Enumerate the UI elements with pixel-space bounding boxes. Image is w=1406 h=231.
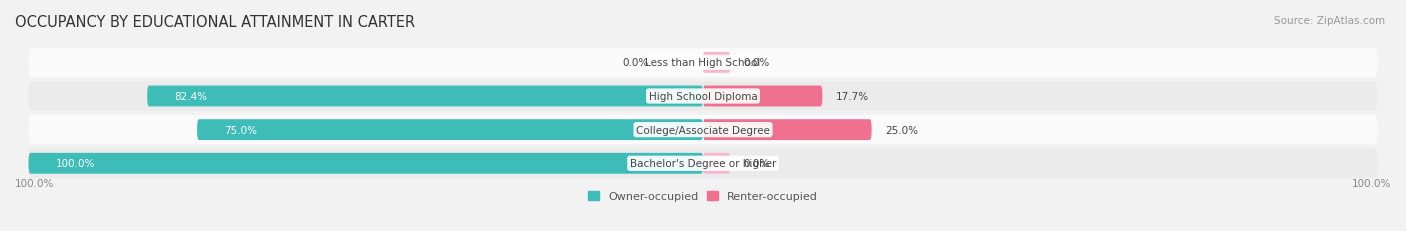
Text: 0.0%: 0.0% [623,58,650,68]
Text: OCCUPANCY BY EDUCATIONAL ATTAINMENT IN CARTER: OCCUPANCY BY EDUCATIONAL ATTAINMENT IN C… [15,15,415,30]
Text: 100.0%: 100.0% [1351,178,1391,188]
Text: 0.0%: 0.0% [744,58,769,68]
Text: Bachelor's Degree or higher: Bachelor's Degree or higher [630,159,776,169]
Text: College/Associate Degree: College/Associate Degree [636,125,770,135]
Text: 82.4%: 82.4% [174,92,207,102]
FancyBboxPatch shape [28,153,703,174]
FancyBboxPatch shape [28,82,1378,111]
Text: Less than High School: Less than High School [645,58,761,68]
Legend: Owner-occupied, Renter-occupied: Owner-occupied, Renter-occupied [588,191,818,201]
FancyBboxPatch shape [703,53,730,73]
FancyBboxPatch shape [703,153,730,174]
Text: 17.7%: 17.7% [837,92,869,102]
FancyBboxPatch shape [28,149,1378,178]
FancyBboxPatch shape [28,48,1378,78]
Text: 100.0%: 100.0% [55,159,94,169]
Text: 0.0%: 0.0% [744,159,769,169]
FancyBboxPatch shape [197,120,703,140]
Text: 75.0%: 75.0% [224,125,257,135]
Text: 25.0%: 25.0% [886,125,918,135]
Text: Source: ZipAtlas.com: Source: ZipAtlas.com [1274,16,1385,26]
Text: 100.0%: 100.0% [15,178,55,188]
FancyBboxPatch shape [703,120,872,140]
FancyBboxPatch shape [28,115,1378,145]
FancyBboxPatch shape [148,86,703,107]
FancyBboxPatch shape [703,86,823,107]
Text: High School Diploma: High School Diploma [648,92,758,102]
